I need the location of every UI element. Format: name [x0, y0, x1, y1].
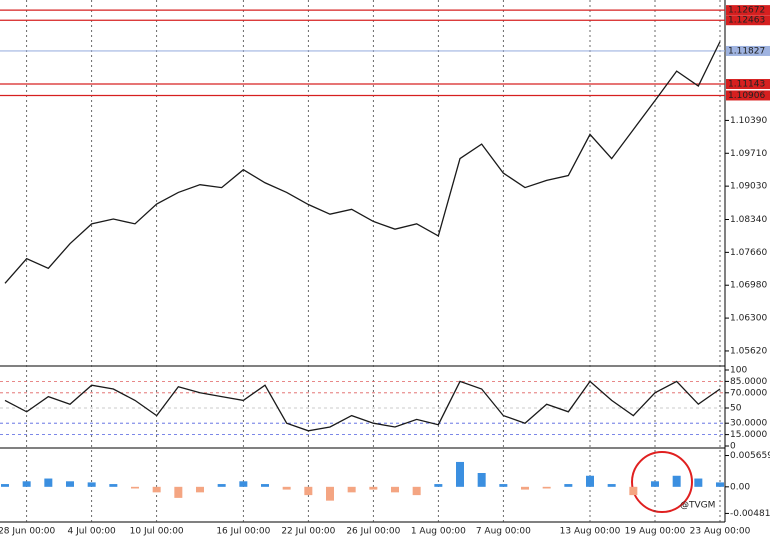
y-tick-label: 1.06300	[730, 314, 767, 324]
histogram-bar	[564, 484, 573, 487]
x-tick-label: 7 Aug 00:00	[476, 527, 531, 537]
histogram-bar	[66, 481, 74, 487]
histogram-bar	[694, 478, 703, 487]
histogram-bar	[1, 484, 9, 487]
x-tick-label: 16 Jul 00:00	[216, 527, 270, 537]
y-tick-label: 1.09710	[730, 149, 767, 159]
x-tick-label: 13 Aug 00:00	[560, 527, 621, 537]
x-tick-label: 19 Aug 00:00	[625, 527, 686, 537]
price-label-box	[726, 15, 770, 26]
price-label-box	[726, 90, 770, 101]
histogram-bar	[391, 486, 399, 493]
price-label: 1.11827	[728, 46, 765, 56]
histogram-bar	[44, 478, 53, 487]
y-tick-label: 0	[730, 442, 736, 452]
price-label: 1.12672	[728, 6, 765, 16]
histogram-bar	[239, 481, 248, 487]
histogram-bar	[716, 482, 724, 487]
price-label: 1.12463	[728, 16, 765, 26]
histogram-bar	[499, 484, 508, 487]
histogram-bar	[174, 486, 183, 498]
price-label-box	[726, 79, 770, 90]
histogram-bar	[607, 484, 616, 487]
x-tick-label: 10 Jul 00:00	[130, 527, 184, 537]
y-tick-label: 1.10390	[730, 116, 767, 126]
y-tick-label: 1.07660	[730, 248, 767, 258]
histogram-bar	[109, 484, 118, 487]
price-line	[4, 380, 721, 432]
y-tick-label: 30.0000	[730, 419, 767, 429]
histogram-bar	[131, 486, 139, 489]
y-tick-label: 1.05620	[730, 346, 767, 356]
histogram-bar	[586, 475, 594, 487]
y-tick-label: 0.00	[730, 482, 750, 492]
histogram-bar	[521, 486, 529, 490]
price-label-box	[726, 5, 770, 16]
y-tick-label: 100	[730, 366, 747, 376]
y-tick-label: 85.0000	[730, 377, 767, 387]
y-tick-label: 1.09030	[730, 182, 767, 192]
histogram-bar	[456, 461, 464, 487]
y-tick-label: 15.0000	[730, 430, 767, 440]
histogram-bar	[369, 486, 378, 490]
histogram-bar	[477, 473, 486, 487]
price-label: 1.11143	[728, 80, 765, 90]
histogram-bar	[672, 475, 681, 487]
histogram-bar	[651, 481, 659, 487]
histogram-bar	[22, 481, 31, 487]
x-tick-label: 4 Jul 00:00	[68, 527, 117, 537]
histogram-bar	[326, 486, 334, 501]
histogram-bar	[434, 484, 443, 487]
x-tick-label: 22 Jul 00:00	[281, 527, 335, 537]
x-tick-label: 1 Aug 00:00	[411, 527, 466, 537]
histogram-bar	[152, 486, 161, 493]
histogram-bar	[217, 484, 226, 487]
histogram-bar	[347, 486, 356, 493]
histogram-bar	[629, 486, 638, 496]
histogram-bar	[282, 486, 291, 490]
y-tick-label: 0.0056595	[730, 451, 770, 461]
highlight-circle	[631, 451, 693, 513]
price-label: 1.10906	[728, 91, 765, 101]
y-tick-label: -0.0048103	[730, 509, 770, 519]
price-label-box	[726, 45, 770, 56]
y-tick-label: 1.08340	[730, 215, 767, 225]
x-tick-label: 26 Jul 00:00	[346, 527, 400, 537]
y-tick-label: 70.0000	[730, 388, 767, 398]
histogram-bar	[87, 482, 96, 487]
y-tick-label: 1.06980	[730, 281, 767, 291]
histogram-bar	[542, 486, 551, 489]
x-tick-label: 28 Jun 00:00	[0, 527, 56, 537]
x-tick-label: 23 Aug 00:00	[690, 527, 751, 537]
histogram-bar	[412, 486, 421, 496]
y-tick-label: 50	[730, 404, 742, 414]
histogram-bar	[196, 486, 204, 493]
watermark: @TVGM	[680, 501, 715, 511]
price-line	[4, 41, 721, 284]
histogram-bar	[304, 486, 313, 496]
histogram-bar	[261, 484, 269, 487]
